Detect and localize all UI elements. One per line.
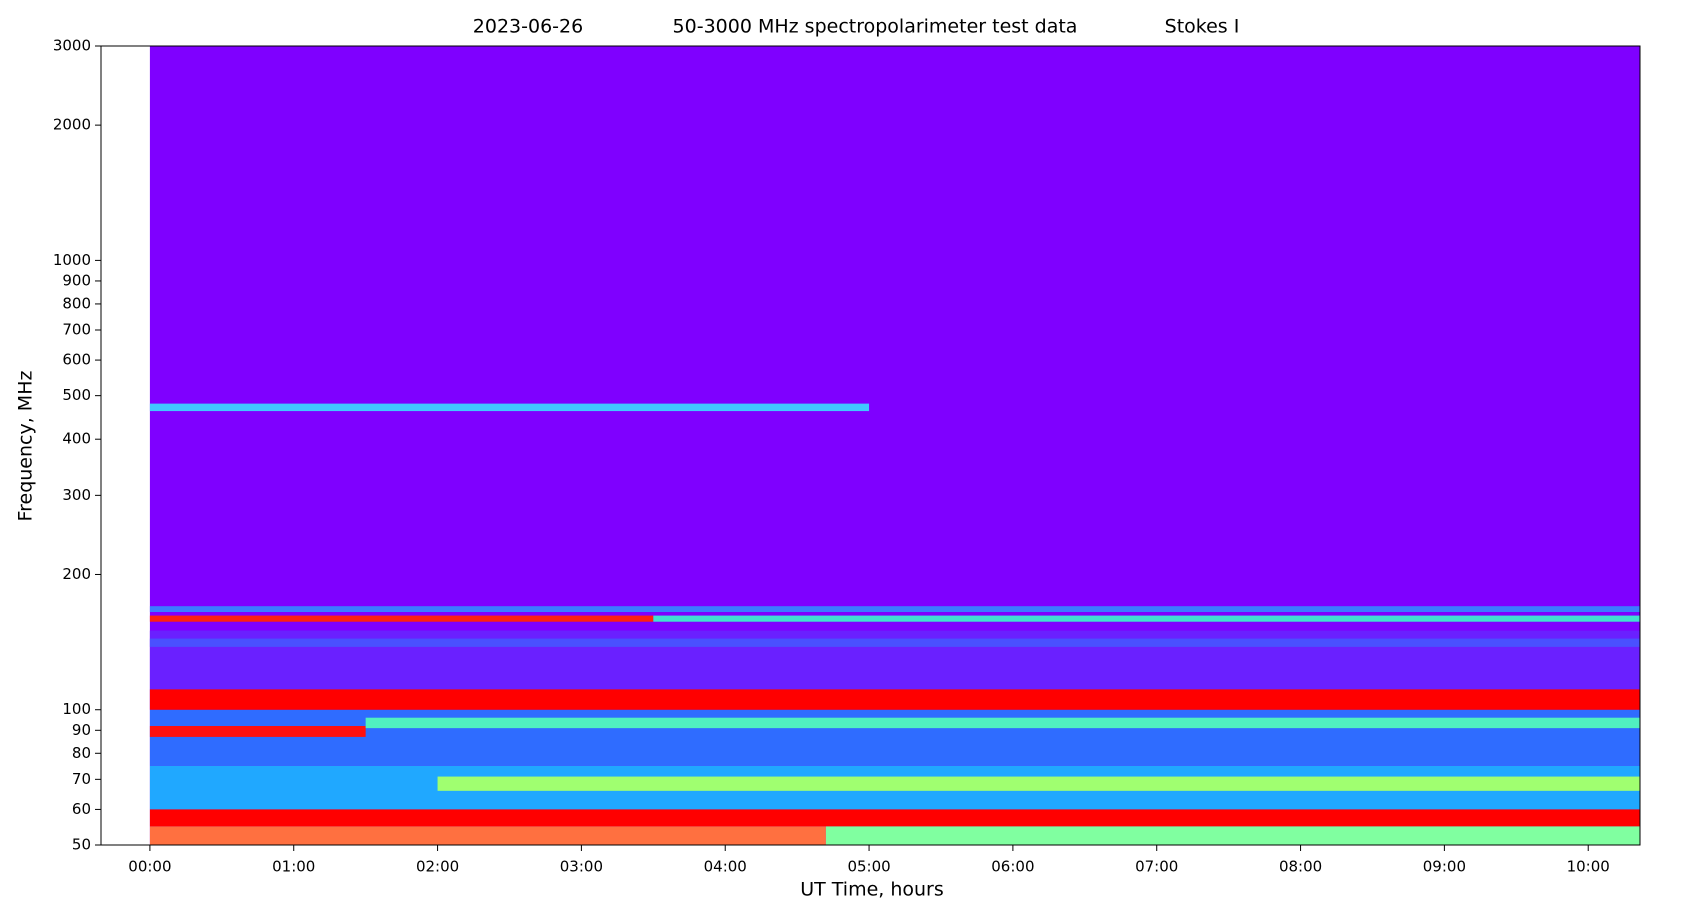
spectral-band	[149, 826, 826, 845]
x-tick-label: 06:00	[991, 858, 1034, 876]
spectral-band	[149, 809, 1640, 827]
plot-frame	[100, 45, 1641, 846]
spectral-band	[149, 689, 1640, 710]
spectral-band	[149, 615, 654, 622]
y-axis-label: Frequency, MHz	[15, 371, 37, 522]
spectral-band	[653, 615, 1640, 622]
x-tick-label: 04:00	[704, 858, 747, 876]
y-tick-label: 90	[72, 721, 91, 739]
x-tick-label: 07:00	[1135, 858, 1178, 876]
x-axis-label: UT Time, hours	[800, 879, 944, 901]
title-stokes: Stokes I	[1165, 16, 1240, 38]
spectral-band	[149, 403, 870, 412]
x-tick-label: 09:00	[1423, 858, 1466, 876]
x-tick-label: 08:00	[1279, 858, 1322, 876]
y-tick-label: 900	[62, 271, 91, 289]
y-tick-label: 50	[72, 836, 91, 854]
x-tick-label: 02:00	[416, 858, 459, 876]
title-main: 50-3000 MHz spectropolarimeter test data	[673, 16, 1078, 38]
y-tick-label: 70	[72, 770, 91, 788]
y-tick-label: 500	[62, 386, 91, 404]
spectral-band	[149, 638, 1640, 647]
spectral-band	[437, 776, 1640, 791]
y-tick-label: 3000	[53, 37, 91, 55]
y-tick-label: 300	[62, 486, 91, 504]
y-tick-label: 400	[62, 430, 91, 448]
spectral-band	[365, 717, 1640, 729]
x-tick-label: 10:00	[1567, 858, 1610, 876]
title-date: 2023-06-26	[473, 16, 583, 38]
x-tick-label: 01:00	[272, 858, 315, 876]
y-tick-label: 700	[62, 320, 91, 338]
y-tick-label: 800	[62, 294, 91, 312]
y-tick-label: 200	[62, 565, 91, 583]
spectral-band	[149, 606, 1640, 613]
spectral-band	[825, 826, 1640, 845]
y-tick-label: 1000	[53, 251, 91, 269]
x-tick-label: 05:00	[847, 858, 890, 876]
x-tick-label: 03:00	[560, 858, 603, 876]
x-tick-label: 00:00	[128, 858, 171, 876]
y-tick-label: 2000	[53, 116, 91, 134]
spectral-band	[149, 726, 366, 737]
y-tick-label: 100	[62, 700, 91, 718]
y-tick-label: 60	[72, 800, 91, 818]
y-tick-label: 80	[72, 744, 91, 762]
y-tick-label: 600	[62, 351, 91, 369]
